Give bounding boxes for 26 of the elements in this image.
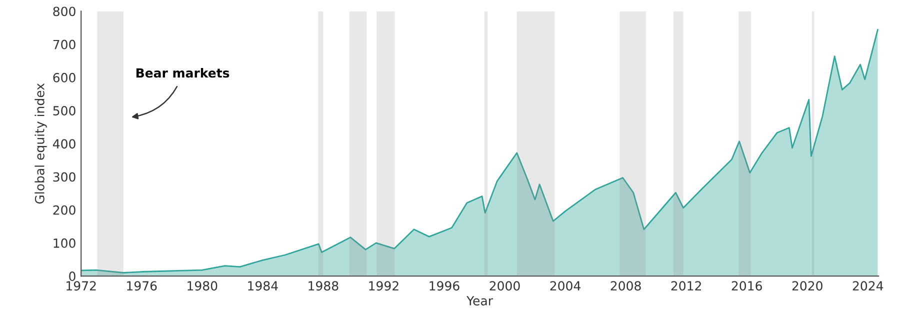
x-tick-label: 2024	[852, 281, 884, 291]
y-tick-label: 200	[53, 205, 76, 215]
y-tick-label: 100	[54, 238, 76, 248]
annotation: Bear markets	[136, 68, 230, 78]
x-axis-title: Year	[466, 296, 494, 306]
x-tick-label: 2012	[671, 281, 701, 291]
y-tick-label: 0	[69, 272, 76, 281]
x-tick-label: 2016	[732, 281, 762, 291]
x-tick-label: 2004	[550, 281, 580, 291]
y-tick-label: 300	[53, 172, 76, 182]
x-tick-label: 1996	[430, 281, 460, 291]
x-tick-label: 2008	[610, 281, 641, 291]
x-tick-label: 1988	[308, 281, 338, 291]
x-tick-label: 1992	[369, 281, 398, 291]
x-tick-label: 2020	[792, 281, 822, 291]
x-tick-label: 2000	[490, 281, 520, 291]
x-tick-label: 1976	[127, 281, 157, 291]
x-tick-label: 1980	[188, 281, 218, 291]
y-tick-label: 500	[53, 106, 76, 116]
y-tick-label: 800	[53, 6, 76, 16]
y-tick-label: 700	[53, 40, 76, 50]
y-axis-title: Global equity index	[34, 83, 47, 204]
y-tick-label: 400	[52, 139, 76, 149]
x-tick-label: 1972	[66, 281, 96, 291]
y-tick-label: 600	[53, 72, 76, 82]
x-tick-label: 1984	[248, 281, 278, 291]
